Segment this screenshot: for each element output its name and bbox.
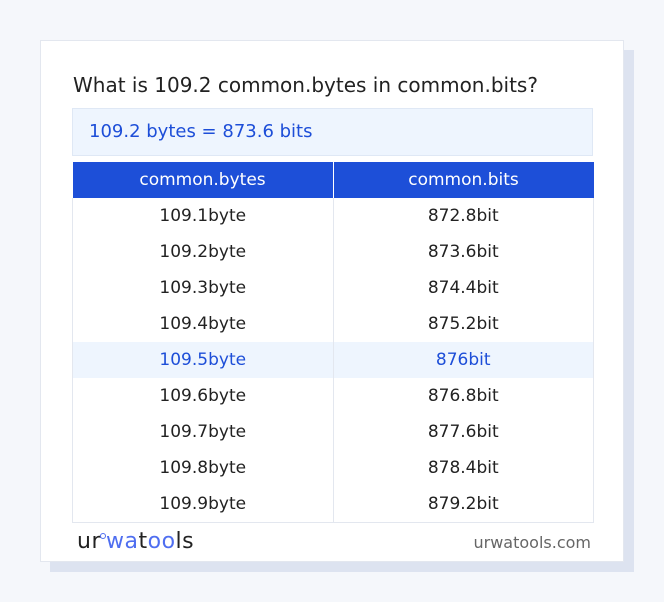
bits-cell: 878.4bit	[332, 450, 594, 486]
table-row: 109.9byte 879.2bit	[72, 486, 594, 523]
bits-cell: 877.6bit	[332, 414, 594, 450]
table-header-row: common.bytes common.bits	[72, 162, 594, 198]
bytes-cell: 109.9byte	[72, 486, 334, 523]
bits-cell: 876.8bit	[332, 378, 594, 414]
conversion-table: common.bytes common.bits 109.1byte 872.8b…	[72, 162, 594, 523]
bytes-cell: 109.6byte	[72, 378, 334, 414]
table-row: 109.6byte 876.8bit	[72, 378, 594, 414]
urwatools-logo: ur watools	[77, 529, 195, 554]
site-url: urwatools.com	[473, 533, 592, 552]
page-title: What is 109.2 common.bytes in common.bit…	[73, 73, 538, 97]
conversion-result: 109.2 bytes = 873.6 bits	[72, 108, 593, 156]
bytes-cell: 109.1byte	[72, 198, 334, 234]
bytes-cell: 109.7byte	[72, 414, 334, 450]
bytes-cell: 109.5byte	[72, 342, 334, 378]
table-row: 109.2byte 873.6bit	[72, 234, 594, 270]
bytes-cell: 109.2byte	[72, 234, 334, 270]
table-row: 109.8byte 878.4bit	[72, 450, 594, 486]
table-row: 109.4byte 875.2bit	[72, 306, 594, 342]
column-header-bytes: common.bytes	[72, 162, 333, 198]
table-row: 109.5byte 876bit	[72, 342, 594, 378]
bytes-cell: 109.3byte	[72, 270, 334, 306]
table-row: 109.1byte 872.8bit	[72, 198, 594, 234]
bits-cell: 872.8bit	[332, 198, 594, 234]
bits-cell: 875.2bit	[332, 306, 594, 342]
table-row: 109.3byte 874.4bit	[72, 270, 594, 306]
column-header-bits: common.bits	[332, 162, 594, 198]
bits-cell: 879.2bit	[332, 486, 594, 523]
bits-cell: 873.6bit	[332, 234, 594, 270]
bits-cell: 874.4bit	[332, 270, 594, 306]
bytes-cell: 109.4byte	[72, 306, 334, 342]
table-row: 109.7byte 877.6bit	[72, 414, 594, 450]
bits-cell: 876bit	[332, 342, 594, 378]
converter-card: What is 109.2 common.bytes in common.bit…	[40, 40, 624, 562]
bytes-cell: 109.8byte	[72, 450, 334, 486]
